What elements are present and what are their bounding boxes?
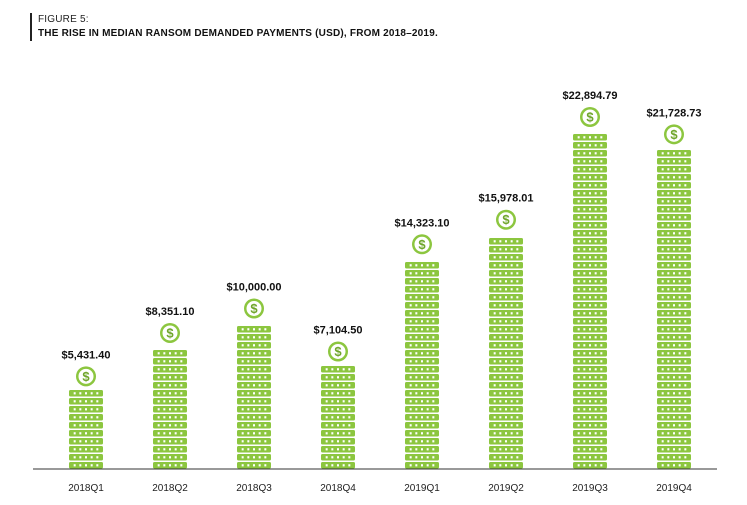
- svg-text:$: $: [418, 237, 426, 252]
- svg-text:$: $: [82, 369, 90, 384]
- value-label-2018q2: $8,351.10: [146, 306, 195, 318]
- bar-2018q3: $: [237, 298, 271, 469]
- category-label-2019q3: 2019Q3: [572, 483, 608, 494]
- dollar-coin-icon: $: [328, 341, 348, 362]
- svg-text:$: $: [502, 212, 510, 227]
- bar-2018q2: $: [153, 322, 187, 469]
- figure-title: THE RISE IN MEDIAN RANSOM DEMANDED PAYME…: [38, 28, 438, 39]
- svg-text:$: $: [334, 344, 342, 359]
- figure-header: FIGURE 5: THE RISE IN MEDIAN RANSOM DEMA…: [30, 13, 438, 41]
- dollar-coin-icon: $: [76, 366, 96, 387]
- bars-layer: $ $ $ $ $ $ $ $: [69, 107, 691, 469]
- svg-text:$: $: [670, 127, 678, 142]
- bar-2019q2: $: [489, 209, 523, 469]
- category-label-2018q1: 2018Q1: [68, 483, 104, 494]
- dollar-coin-icon: $: [412, 234, 432, 255]
- category-label-2019q2: 2019Q2: [488, 483, 524, 494]
- category-label-2019q1: 2019Q1: [404, 483, 440, 494]
- value-label-2019q1: $14,323.10: [394, 217, 449, 229]
- dollar-coin-icon: $: [496, 209, 516, 230]
- dollar-coin-icon: $: [160, 322, 180, 343]
- bar-2019q1: $: [405, 234, 439, 469]
- labels-layer: $5,431.40 2018Q1 $8,351.10 2018Q2 $10,000.00…: [62, 90, 702, 494]
- figure-label: FIGURE 5:: [38, 14, 89, 25]
- dollar-coin-icon: $: [580, 107, 600, 127]
- svg-text:$: $: [586, 110, 594, 125]
- svg-text:$: $: [166, 325, 174, 340]
- category-label-2018q4: 2018Q4: [320, 483, 356, 494]
- value-label-2019q4: $21,728.73: [646, 107, 701, 119]
- bar-2018q1: $: [69, 366, 103, 469]
- dollar-coin-icon: $: [244, 298, 264, 319]
- dollar-coin-icon: $: [664, 124, 684, 145]
- value-label-2018q1: $5,431.40: [62, 349, 111, 361]
- value-label-2019q2: $15,978.01: [478, 193, 533, 205]
- category-label-2018q2: 2018Q2: [152, 483, 188, 494]
- category-label-2019q4: 2019Q4: [656, 483, 692, 494]
- bar-2019q3: $: [573, 107, 607, 469]
- category-label-2018q3: 2018Q3: [236, 483, 272, 494]
- bar-2019q4: $: [657, 124, 691, 469]
- value-label-2019q3: $22,894.79: [562, 90, 617, 102]
- bar-2018q4: $: [321, 341, 355, 469]
- svg-text:$: $: [250, 301, 258, 316]
- value-label-2018q3: $10,000.00: [226, 281, 281, 293]
- value-label-2018q4: $7,104.50: [314, 324, 363, 336]
